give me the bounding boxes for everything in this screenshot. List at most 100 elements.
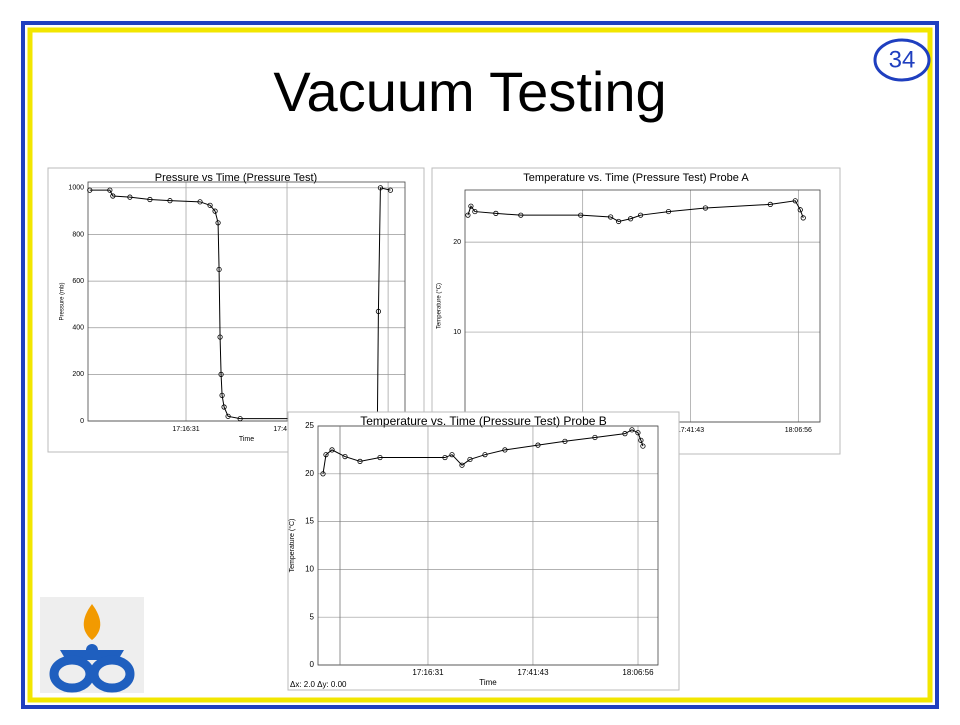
data-point xyxy=(578,212,584,218)
data-point xyxy=(320,471,326,477)
plot-area xyxy=(317,425,659,666)
data-point xyxy=(375,308,382,315)
chart-panel: Pressure vs Time (Pressure Test) 0 200 400 6… xyxy=(47,167,425,453)
chart-frame xyxy=(431,167,841,455)
data-point xyxy=(493,210,499,216)
y-axis-label: Temperature (°C) xyxy=(437,283,443,329)
data-point xyxy=(792,198,798,204)
data-point xyxy=(592,434,598,441)
data-point xyxy=(377,185,384,191)
data-point xyxy=(535,442,541,448)
y-tick-label: 15 xyxy=(305,517,314,526)
data-point xyxy=(342,453,348,460)
data-point xyxy=(638,437,644,443)
data-point xyxy=(468,203,474,209)
x-tick-label: 17:41:43 xyxy=(677,427,704,434)
x-tick-label: 17:16:31 xyxy=(172,426,199,433)
data-point xyxy=(702,205,709,211)
data-point xyxy=(616,218,622,225)
data-point xyxy=(627,216,634,222)
x-tick-label: 18:06:56 xyxy=(622,668,654,677)
data-point xyxy=(147,196,153,203)
y-tick-label: 0 xyxy=(310,660,315,669)
data-point xyxy=(216,266,222,273)
y-tick-label: 25 xyxy=(305,421,314,430)
x-axis-label: Time xyxy=(239,436,254,443)
y-tick-label: 5 xyxy=(310,612,315,621)
chart-title: Temperature vs. Time (Pressure Test) Pro… xyxy=(523,172,749,184)
y-tick-label: 20 xyxy=(453,239,461,246)
data-point xyxy=(637,212,644,218)
data-point xyxy=(482,452,488,458)
page-badge xyxy=(873,38,931,82)
data-point xyxy=(237,416,243,422)
chart-frame xyxy=(47,167,425,453)
data-point xyxy=(608,214,614,220)
y-tick-label: 400 xyxy=(72,325,84,332)
data-point xyxy=(107,187,113,193)
data-point xyxy=(212,208,218,214)
x-tick-label: 17:16:31 xyxy=(412,668,444,677)
data-point xyxy=(635,430,641,436)
data-point xyxy=(225,413,231,419)
y-tick-label: 600 xyxy=(72,278,84,285)
data-point xyxy=(329,447,335,453)
data-point xyxy=(459,462,465,468)
data-point xyxy=(357,458,363,464)
data-point xyxy=(387,187,394,193)
data-point xyxy=(562,438,568,444)
y-tick-label: 1000 xyxy=(68,185,84,192)
data-point xyxy=(465,212,471,218)
data-point xyxy=(219,392,225,398)
chart-panel: Temperature vs. Time (Pressure Test) Pro… xyxy=(287,411,680,691)
y-tick-label: 200 xyxy=(72,371,84,378)
data-point xyxy=(767,201,773,207)
x-axis-label: Time xyxy=(479,678,497,687)
slide-inner-border xyxy=(27,27,933,703)
y-tick-label: 0 xyxy=(80,418,84,425)
y-axis-label: Pressure (mb) xyxy=(60,282,66,320)
data-point xyxy=(197,199,203,205)
data-point xyxy=(218,371,224,377)
data-point xyxy=(323,452,329,458)
chart-title: Temperature vs. Time (Pressure Test) Pro… xyxy=(360,414,607,428)
data-point xyxy=(467,456,473,463)
data-point xyxy=(449,452,455,458)
y-tick-label: 800 xyxy=(72,231,84,238)
y-tick-label: 10 xyxy=(305,565,314,574)
data-point xyxy=(127,194,133,200)
chart-title: Pressure vs Time (Pressure Test) xyxy=(155,172,317,184)
slide-title: Vacuum Testing xyxy=(273,60,666,123)
data-line xyxy=(467,200,804,223)
logo xyxy=(40,597,144,693)
chart-frame xyxy=(287,411,680,691)
slide-border xyxy=(21,21,939,709)
data-point xyxy=(797,207,803,213)
x-tick-label: 18:06:56 xyxy=(785,427,812,434)
page-number: 34 xyxy=(889,46,916,73)
x-tick-label: 17:41:43 xyxy=(517,668,549,677)
annotation: Δx: 2.0 Δy: 0.00 xyxy=(290,680,347,689)
data-point xyxy=(377,454,383,461)
data-point xyxy=(640,443,646,449)
data-point xyxy=(207,202,213,208)
data-line xyxy=(322,429,644,474)
data-point xyxy=(87,187,93,193)
charts: Pressure vs Time (Pressure Test)02004006… xyxy=(47,167,841,691)
data-point xyxy=(217,334,223,340)
data-point xyxy=(665,208,672,215)
data-point xyxy=(167,198,173,204)
data-point xyxy=(221,404,227,410)
data-point xyxy=(629,427,635,433)
plot-area xyxy=(87,181,406,422)
data-point xyxy=(472,208,478,215)
data-point xyxy=(442,454,448,461)
data-point xyxy=(622,431,628,437)
y-tick-label: 20 xyxy=(305,469,314,478)
chart-panel: Temperature vs. Time (Pressure Test) Pro… xyxy=(431,167,841,455)
data-point xyxy=(518,212,524,218)
y-axis-label: Temperature (°C) xyxy=(288,519,296,573)
data-point xyxy=(502,447,508,453)
data-point xyxy=(110,193,116,199)
